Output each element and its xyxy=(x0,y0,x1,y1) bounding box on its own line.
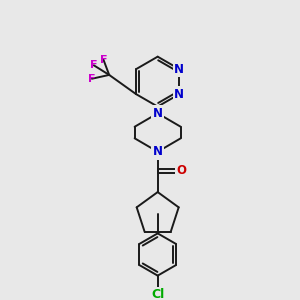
Text: F: F xyxy=(90,60,98,70)
Text: N: N xyxy=(174,63,184,76)
Text: N: N xyxy=(174,88,184,100)
Text: O: O xyxy=(177,164,187,177)
Text: F: F xyxy=(100,55,107,64)
Text: Cl: Cl xyxy=(151,288,164,300)
Text: N: N xyxy=(153,107,163,120)
Text: N: N xyxy=(153,145,163,158)
Text: F: F xyxy=(88,74,96,84)
